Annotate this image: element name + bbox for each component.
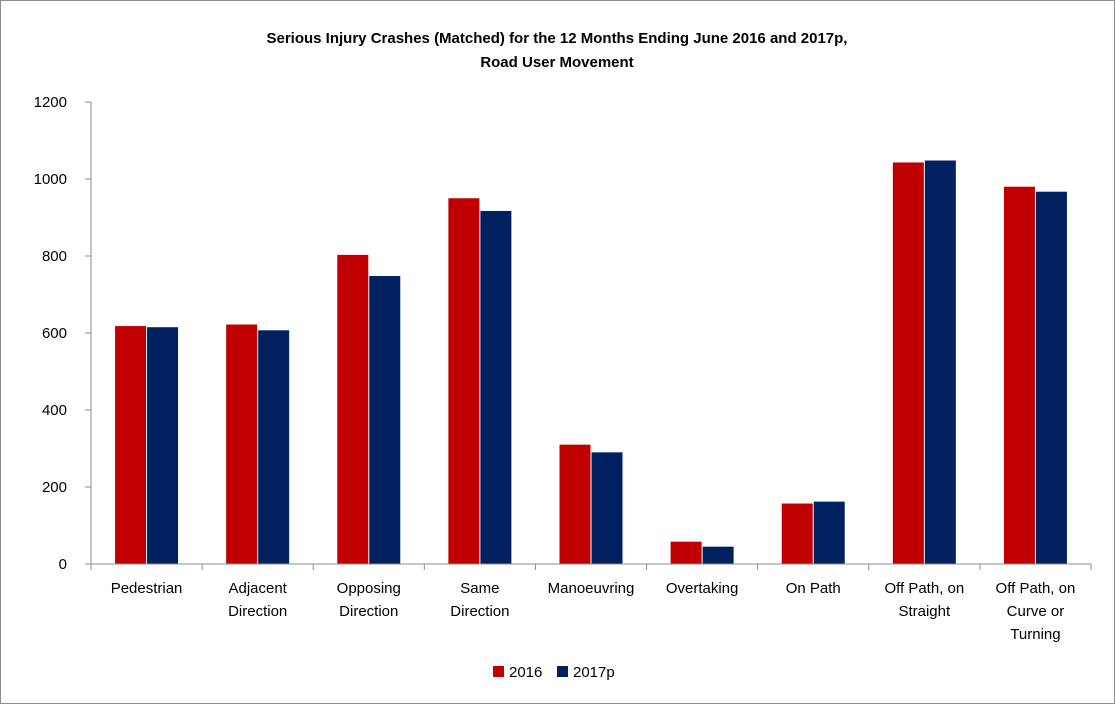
x-tick-label-line: Same xyxy=(460,580,499,597)
bar-2017p xyxy=(369,276,401,564)
bar-series xyxy=(115,160,1067,564)
bar-2017p xyxy=(258,330,290,564)
x-axis: Pedestrian Adjacent Direction Opposing Direc… xyxy=(90,563,1092,643)
x-tick-label-line: Direction xyxy=(228,603,287,620)
x-tick-label: Adjacent Direction xyxy=(228,580,288,620)
legend-label-2016: 2016 xyxy=(509,664,542,681)
y-tick-label: 0 xyxy=(59,556,67,573)
legend-label-2017p: 2017p xyxy=(573,664,615,681)
bar-2016 xyxy=(670,541,702,564)
legend-swatch-2017p xyxy=(557,666,568,677)
bar-2016 xyxy=(1003,186,1035,564)
bar-2016 xyxy=(337,254,369,564)
x-tick-label-line: Direction xyxy=(450,603,509,620)
x-tick-label: Off Path, on Straight xyxy=(884,580,964,620)
x-tick-label-line: Pedestrian xyxy=(111,580,183,597)
legend: 2016 2017p xyxy=(493,664,615,681)
bar-2017p xyxy=(480,210,512,564)
x-tick-label-line: Adjacent xyxy=(228,580,287,597)
bar-2017p xyxy=(1035,191,1067,564)
x-tick-label-line: Overtaking xyxy=(666,580,739,597)
y-tick-label: 600 xyxy=(42,325,67,342)
x-tick-label-line: Off Path, on xyxy=(884,580,964,597)
bar-2016 xyxy=(115,326,147,564)
x-tick-label: On Path xyxy=(786,580,841,597)
y-tick-label: 1200 xyxy=(34,94,67,111)
x-tick-label-line: Manoeuvring xyxy=(548,580,635,597)
chart-title-line-1: Serious Injury Crashes (Matched) for the… xyxy=(267,30,848,47)
bar-2016 xyxy=(448,198,480,564)
bar-2017p xyxy=(924,160,956,564)
bar-2017p xyxy=(702,546,734,564)
bar-2016 xyxy=(559,444,591,564)
x-tick-label-line: On Path xyxy=(786,580,841,597)
x-tick-label: Manoeuvring xyxy=(548,580,635,597)
x-tick-label-line: Turning xyxy=(1010,626,1060,643)
x-tick-label: Same Direction xyxy=(450,580,509,620)
bar-2016 xyxy=(226,324,258,564)
x-tick-label-line: Curve or xyxy=(1007,603,1065,620)
bar-2016 xyxy=(781,503,813,564)
x-tick-label: Pedestrian xyxy=(111,580,183,597)
y-tick-label: 800 xyxy=(42,248,67,265)
x-tick-label: Off Path, on Curve or Turning xyxy=(996,580,1076,643)
chart-title: Serious Injury Crashes (Matched) for the… xyxy=(267,30,848,71)
bar-2017p xyxy=(147,327,179,564)
x-tick-label-line: Opposing xyxy=(337,580,401,597)
bar-2017p xyxy=(591,452,623,564)
x-tick-label: Opposing Direction xyxy=(337,580,401,620)
y-tick-label: 400 xyxy=(42,402,67,419)
bar-2017p xyxy=(813,501,845,564)
y-tick-label: 200 xyxy=(42,479,67,496)
y-tick-label: 1000 xyxy=(34,171,67,188)
x-tick-label-line: Straight xyxy=(898,603,951,620)
x-tick-label: Overtaking xyxy=(666,580,739,597)
bar-2016 xyxy=(892,162,924,564)
x-tick-label-line: Off Path, on xyxy=(996,580,1076,597)
legend-swatch-2016 xyxy=(493,666,504,677)
y-axis: 0 200 400 600 800 1000 1200 xyxy=(34,94,92,573)
chart-title-line-2: Road User Movement xyxy=(480,54,633,71)
x-tick-label-line: Direction xyxy=(339,603,398,620)
